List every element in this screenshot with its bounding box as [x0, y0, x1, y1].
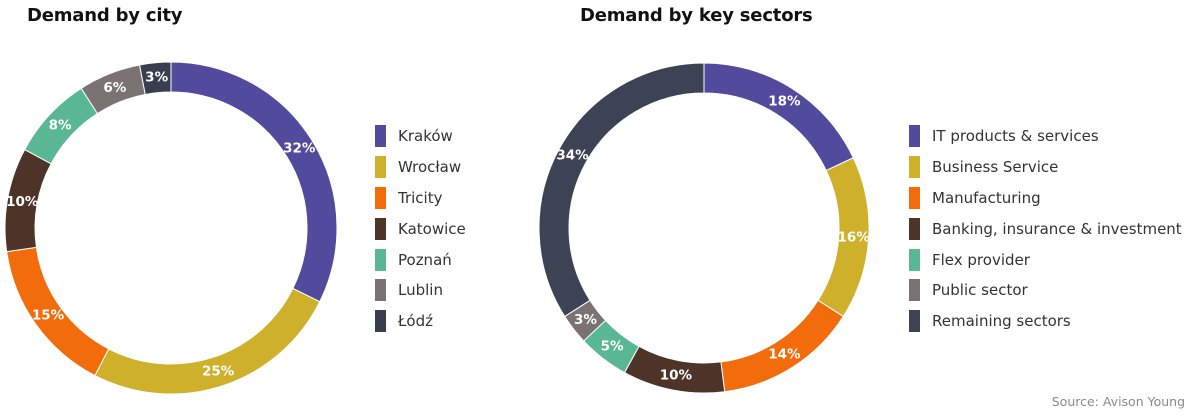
city-legend-item: Kraków [375, 121, 466, 152]
sector-slice-label-6: 3% [574, 312, 597, 328]
city-legend-item: Tricity [375, 183, 466, 214]
city-legend-label: Poznań [398, 250, 452, 269]
sector-legend-swatch [909, 186, 920, 209]
city-chart-title: Demand by city [27, 5, 183, 26]
sector-legend-swatch [909, 279, 920, 302]
city-legend-swatch [375, 310, 386, 333]
sector-slice-label-1: 18% [768, 93, 801, 109]
city-legend-item: Łódź [375, 306, 466, 337]
sector-legend-item: Flex provider [909, 244, 1182, 275]
sector-slice-1 [703, 62, 854, 172]
sector-slice-label-7: 34% [556, 148, 589, 164]
city-legend-swatch [375, 279, 386, 302]
sector-legend-item: Public sector [909, 275, 1182, 306]
sector-legend-label: Banking, insurance & investment [932, 219, 1182, 238]
sector-slice-label-4: 10% [660, 367, 693, 383]
sector-legend-item: IT products & services [909, 121, 1182, 152]
sector-chart-panel: Demand by key sectors 18% 16% 14% 10% 5% 3% 34… [538, 0, 1200, 415]
sector-legend-swatch [909, 310, 920, 333]
city-legend-label: Kraków [398, 127, 453, 146]
sector-legend-swatch [909, 156, 920, 179]
city-legend-swatch [375, 248, 386, 271]
city-slice-label-1: 32% [283, 140, 316, 156]
city-slice-1 [170, 61, 338, 303]
city-legend-item: Katowice [375, 213, 466, 244]
sector-legend: IT products & services Business Service Ma… [909, 121, 1182, 337]
city-donut-chart: 32% 25% 15% 10% 8% 6% 3% [4, 61, 338, 395]
city-legend-swatch [375, 125, 386, 148]
sector-donut-chart: 18% 16% 14% 10% 5%3% 34% [538, 62, 871, 394]
city-slice-label-7: 3% [145, 70, 168, 86]
sector-legend-item: Business Service [909, 152, 1182, 183]
city-legend: Kraków Wrocław Tricity Katowice Poznań Lublin… [375, 121, 466, 337]
city-slice-7 [138, 61, 172, 96]
sector-legend-label: Remaining sectors [932, 312, 1071, 331]
sector-legend-label: Public sector [932, 281, 1028, 300]
city-chart-panel: Demand by city 32% 25% 15% 10% 8% 6% 3% Kraków… [0, 0, 560, 415]
sector-legend-item: Banking, insurance & investment [909, 213, 1182, 244]
city-legend-item: Lublin [375, 275, 466, 306]
city-legend-label: Łódź [398, 312, 434, 331]
city-slice-label-5: 8% [49, 118, 72, 134]
sector-slice-7 [538, 62, 705, 318]
city-legend-item: Poznań [375, 244, 466, 275]
source-note: Source: Avison Young [1051, 394, 1185, 409]
city-slice-label-3: 15% [32, 308, 65, 324]
sector-legend-swatch [909, 248, 920, 271]
sector-legend-label: IT products & services [932, 127, 1099, 146]
sector-slice-label-2: 16% [838, 229, 871, 245]
sector-legend-label: Flex provider [932, 250, 1030, 269]
city-legend-swatch [375, 217, 386, 240]
sector-chart-title: Demand by key sectors [580, 5, 813, 26]
city-legend-label: Lublin [398, 281, 443, 300]
sector-legend-item: Manufacturing [909, 183, 1182, 214]
city-legend-swatch [375, 156, 386, 179]
city-slice-label-4: 10% [6, 194, 39, 210]
sector-legend-swatch [909, 125, 920, 148]
city-slice-label-2: 25% [202, 363, 235, 379]
sector-legend-label: Business Service [932, 158, 1059, 177]
sector-legend-swatch [909, 217, 920, 240]
city-legend-label: Tricity [398, 188, 443, 207]
city-slice-label-6: 6% [103, 80, 126, 96]
sector-slice-label-3: 14% [768, 347, 801, 363]
sector-legend-label: Manufacturing [932, 188, 1041, 207]
city-legend-label: Katowice [398, 219, 466, 238]
city-legend-swatch [375, 186, 386, 209]
city-legend-label: Wrocław [398, 158, 462, 177]
sector-slice-label-5: 5% [601, 339, 624, 355]
sector-legend-item: Remaining sectors [909, 306, 1182, 337]
city-legend-item: Wrocław [375, 152, 466, 183]
